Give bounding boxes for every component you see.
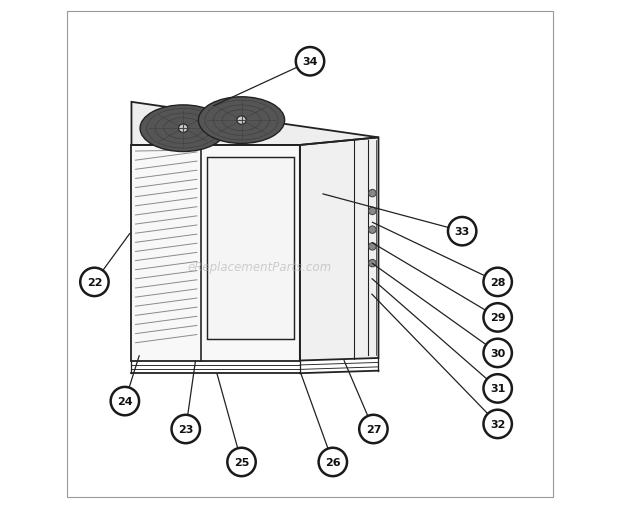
Polygon shape — [131, 146, 300, 361]
Circle shape — [448, 217, 476, 246]
Circle shape — [110, 387, 139, 415]
Text: eReplacementParts.com: eReplacementParts.com — [187, 261, 332, 274]
Text: 26: 26 — [325, 457, 340, 467]
Text: 25: 25 — [234, 457, 249, 467]
Ellipse shape — [179, 125, 188, 133]
Circle shape — [80, 268, 108, 297]
Circle shape — [370, 209, 375, 214]
Circle shape — [484, 339, 512, 367]
Polygon shape — [207, 158, 294, 339]
Text: 31: 31 — [490, 384, 505, 393]
Ellipse shape — [140, 106, 226, 152]
Circle shape — [484, 268, 512, 297]
Text: 24: 24 — [117, 397, 133, 406]
Text: 29: 29 — [490, 313, 505, 323]
Circle shape — [296, 48, 324, 76]
Text: 32: 32 — [490, 419, 505, 429]
Circle shape — [484, 303, 512, 332]
Circle shape — [319, 448, 347, 476]
Circle shape — [369, 190, 376, 197]
Text: 33: 33 — [454, 227, 470, 237]
Circle shape — [369, 260, 376, 267]
Circle shape — [484, 410, 512, 438]
Polygon shape — [131, 103, 378, 146]
Text: 27: 27 — [366, 424, 381, 434]
Circle shape — [370, 261, 375, 266]
Polygon shape — [300, 138, 378, 361]
Circle shape — [369, 243, 376, 250]
Circle shape — [359, 415, 388, 443]
Circle shape — [370, 191, 375, 196]
Text: 22: 22 — [87, 277, 102, 288]
Circle shape — [172, 415, 200, 443]
Text: 23: 23 — [178, 424, 193, 434]
Text: 28: 28 — [490, 277, 505, 288]
Circle shape — [369, 227, 376, 234]
Circle shape — [370, 228, 375, 233]
Ellipse shape — [198, 98, 285, 144]
Ellipse shape — [237, 117, 246, 125]
Text: 30: 30 — [490, 348, 505, 358]
Circle shape — [484, 375, 512, 403]
Circle shape — [228, 448, 255, 476]
Circle shape — [369, 208, 376, 215]
Text: 34: 34 — [303, 57, 317, 67]
Circle shape — [370, 244, 375, 249]
